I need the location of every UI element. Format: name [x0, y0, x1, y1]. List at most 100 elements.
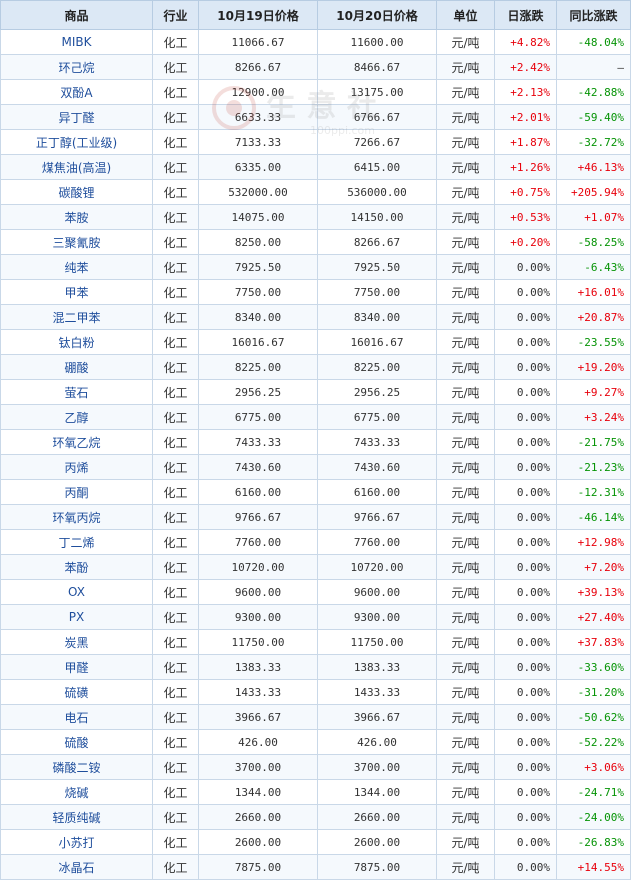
price-prev-cell: 2600.00	[198, 829, 318, 855]
header-unit[interactable]: 单位	[436, 0, 495, 30]
industry-cell: 化工	[152, 479, 199, 505]
price-curr-cell: 1344.00	[317, 779, 437, 805]
commodity-link[interactable]: 烧碱	[64, 785, 89, 800]
commodity-link[interactable]: 丙酮	[64, 485, 89, 500]
commodity-link[interactable]: 苯胺	[64, 210, 89, 225]
price-curr-cell: 7925.50	[317, 254, 437, 280]
commodity-link[interactable]: 硫酸	[64, 735, 89, 750]
commodity-link[interactable]: 丙烯	[64, 460, 89, 475]
table-row: 炭黑 化工 11750.00 11750.00 元/吨 0.00% +37.83%	[0, 629, 631, 655]
industry-cell: 化工	[152, 129, 199, 155]
commodity-link[interactable]: 冰晶石	[58, 860, 95, 875]
commodity-cell: MIBK	[0, 29, 153, 55]
commodity-cell: 丁二烯	[0, 529, 153, 555]
industry-cell: 化工	[152, 54, 199, 80]
commodity-link[interactable]: 甲醛	[64, 660, 89, 675]
commodity-link[interactable]: 硫磺	[64, 685, 89, 700]
daily-change-cell: 0.00%	[494, 454, 557, 480]
header-price-oct19[interactable]: 10月19日价格	[198, 0, 318, 30]
commodity-link[interactable]: 甲苯	[64, 285, 89, 300]
commodity-link[interactable]: 硼酸	[64, 360, 89, 375]
unit-cell: 元/吨	[436, 479, 495, 505]
header-yoy-change[interactable]: 同比涨跌	[556, 0, 631, 30]
unit-cell: 元/吨	[436, 104, 495, 130]
table-row: 苯酚 化工 10720.00 10720.00 元/吨 0.00% +7.20%	[0, 554, 631, 580]
commodity-cell: 硼酸	[0, 354, 153, 380]
daily-change-cell: 0.00%	[494, 254, 557, 280]
commodity-link[interactable]: 正丁醇(工业级)	[35, 135, 118, 150]
commodity-link[interactable]: 电石	[64, 710, 89, 725]
price-curr-cell: 7430.60	[317, 454, 437, 480]
price-prev-cell: 6335.00	[198, 154, 318, 180]
commodity-cell: PX	[0, 604, 153, 630]
commodity-link[interactable]: 三聚氰胺	[52, 235, 101, 250]
price-prev-cell: 1383.33	[198, 654, 318, 680]
commodity-link[interactable]: PX	[68, 610, 85, 624]
daily-change-cell: 0.00%	[494, 354, 557, 380]
commodity-link[interactable]: 钛白粉	[58, 335, 95, 350]
table-row: 冰晶石 化工 7875.00 7875.00 元/吨 0.00% +14.55%	[0, 854, 631, 880]
commodity-link[interactable]: 纯苯	[64, 260, 89, 275]
commodity-link[interactable]: 环氧丙烷	[52, 510, 101, 525]
table-row: 苯胺 化工 14075.00 14150.00 元/吨 +0.53% +1.07%	[0, 204, 631, 230]
industry-cell: 化工	[152, 679, 199, 705]
unit-cell: 元/吨	[436, 829, 495, 855]
yoy-change-cell: +27.40%	[556, 604, 631, 630]
price-curr-cell: 6775.00	[317, 404, 437, 430]
commodity-link[interactable]: MIBK	[61, 35, 92, 49]
daily-change-cell: +4.82%	[494, 29, 557, 55]
commodity-link[interactable]: 煤焦油(高温)	[41, 160, 112, 175]
commodity-link[interactable]: 轻质纯碱	[52, 810, 101, 825]
price-curr-cell: 8340.00	[317, 304, 437, 330]
price-curr-cell: 10720.00	[317, 554, 437, 580]
price-prev-cell: 16016.67	[198, 329, 318, 355]
table-row: OX 化工 9600.00 9600.00 元/吨 0.00% +39.13%	[0, 579, 631, 605]
commodity-link[interactable]: OX	[68, 585, 85, 599]
yoy-change-cell: -23.55%	[556, 329, 631, 355]
header-daily-change[interactable]: 日涨跌	[494, 0, 557, 30]
commodity-link[interactable]: 炭黑	[64, 635, 89, 650]
commodity-link[interactable]: 异丁醛	[58, 110, 95, 125]
header-commodity[interactable]: 商品	[0, 0, 153, 30]
commodity-link[interactable]: 丁二烯	[58, 535, 95, 550]
commodity-link[interactable]: 环氧乙烷	[52, 435, 101, 450]
price-curr-cell: 8266.67	[317, 229, 437, 255]
commodity-link[interactable]: 小苏打	[58, 835, 95, 850]
commodity-link[interactable]: 混二甲苯	[52, 310, 101, 325]
header-price-oct20[interactable]: 10月20日价格	[317, 0, 437, 30]
price-prev-cell: 426.00	[198, 729, 318, 755]
industry-cell: 化工	[152, 629, 199, 655]
commodity-link[interactable]: 磷酸二铵	[52, 760, 101, 775]
yoy-change-cell: -21.75%	[556, 429, 631, 455]
commodity-link[interactable]: 乙醇	[64, 410, 89, 425]
commodity-link[interactable]: 萤石	[64, 385, 89, 400]
table-row: 硼酸 化工 8225.00 8225.00 元/吨 0.00% +19.20%	[0, 354, 631, 380]
header-industry[interactable]: 行业	[152, 0, 199, 30]
commodity-link[interactable]: 双酚A	[60, 85, 93, 100]
price-curr-cell: 11600.00	[317, 29, 437, 55]
yoy-change-cell: +46.13%	[556, 154, 631, 180]
yoy-change-cell: -59.40%	[556, 104, 631, 130]
industry-cell: 化工	[152, 779, 199, 805]
unit-cell: 元/吨	[436, 579, 495, 605]
daily-change-cell: 0.00%	[494, 279, 557, 305]
price-curr-cell: 11750.00	[317, 629, 437, 655]
industry-cell: 化工	[152, 79, 199, 105]
industry-cell: 化工	[152, 579, 199, 605]
daily-change-cell: 0.00%	[494, 429, 557, 455]
unit-cell: 元/吨	[436, 754, 495, 780]
table-row: 甲醛 化工 1383.33 1383.33 元/吨 0.00% -33.60%	[0, 654, 631, 680]
unit-cell: 元/吨	[436, 854, 495, 880]
yoy-change-cell: -31.20%	[556, 679, 631, 705]
table-row: 混二甲苯 化工 8340.00 8340.00 元/吨 0.00% +20.87%	[0, 304, 631, 330]
commodity-link[interactable]: 碳酸锂	[58, 185, 95, 200]
industry-cell: 化工	[152, 179, 199, 205]
unit-cell: 元/吨	[436, 654, 495, 680]
commodity-link[interactable]: 苯酚	[64, 560, 89, 575]
unit-cell: 元/吨	[436, 229, 495, 255]
table-row: 纯苯 化工 7925.50 7925.50 元/吨 0.00% -6.43%	[0, 254, 631, 280]
commodity-link[interactable]: 环己烷	[58, 60, 95, 75]
industry-cell: 化工	[152, 404, 199, 430]
price-prev-cell: 7875.00	[198, 854, 318, 880]
price-prev-cell: 8266.67	[198, 54, 318, 80]
